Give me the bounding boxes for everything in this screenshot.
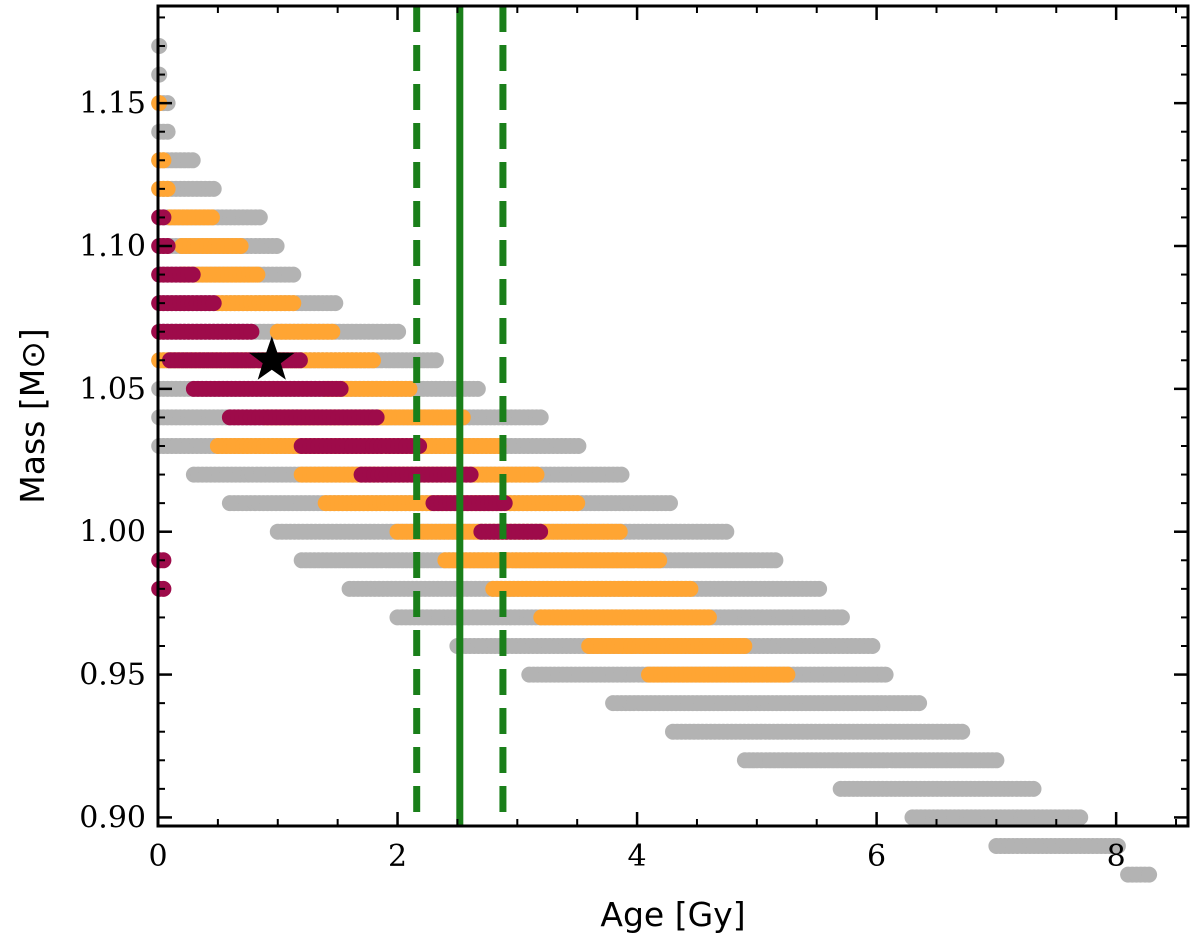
data-point bbox=[1025, 780, 1042, 797]
data-point bbox=[682, 580, 699, 597]
best-model-star bbox=[249, 336, 295, 380]
y-tick-label: 1.05 bbox=[79, 372, 146, 407]
data-point bbox=[611, 523, 628, 540]
data-point bbox=[205, 295, 222, 312]
scatter-points-layer bbox=[151, 38, 1158, 883]
data-point bbox=[532, 409, 549, 426]
data-point bbox=[833, 609, 850, 626]
data-point bbox=[528, 466, 545, 483]
data-point bbox=[1141, 866, 1158, 883]
data-point bbox=[1109, 838, 1126, 854]
data-point bbox=[401, 380, 418, 397]
y-tick-label: 1.00 bbox=[79, 515, 146, 550]
data-point bbox=[249, 266, 266, 283]
best-model-layer bbox=[249, 336, 295, 380]
data-point bbox=[462, 466, 479, 483]
data-point bbox=[184, 266, 201, 283]
y-tick-label: 1.10 bbox=[79, 229, 146, 264]
data-point bbox=[613, 466, 630, 483]
data-point bbox=[469, 380, 486, 397]
x-tick-label: 2 bbox=[388, 839, 407, 874]
y-tick-label: 1.15 bbox=[79, 86, 146, 121]
series-all-models bbox=[151, 38, 1158, 883]
data-point bbox=[291, 352, 308, 369]
data-point bbox=[988, 752, 1005, 769]
x-tick-labels: 0 2 4 6 8 bbox=[148, 839, 1125, 874]
data-point bbox=[327, 295, 344, 312]
data-point bbox=[203, 209, 220, 226]
data-point bbox=[324, 323, 341, 340]
axis-ticks bbox=[156, 6, 1188, 826]
data-point bbox=[427, 352, 444, 369]
data-point bbox=[285, 295, 302, 312]
data-point bbox=[232, 238, 249, 254]
x-tick-label: 0 bbox=[148, 839, 167, 874]
y-tick-labels: 0.90 0.95 1.00 1.05 1.10 1.15 bbox=[79, 86, 146, 835]
data-point bbox=[268, 238, 285, 254]
data-point bbox=[662, 495, 678, 512]
x-axis-title: Age [Gy] bbox=[600, 895, 745, 934]
data-point bbox=[700, 609, 717, 626]
data-point bbox=[243, 323, 260, 340]
data-point bbox=[569, 495, 586, 512]
data-point bbox=[285, 266, 302, 283]
data-point bbox=[736, 638, 753, 654]
x-tick-label: 8 bbox=[1107, 839, 1126, 874]
data-point bbox=[365, 352, 381, 369]
data-point bbox=[570, 438, 587, 454]
plot-frame bbox=[156, 4, 1190, 828]
data-point bbox=[779, 666, 796, 683]
data-point bbox=[205, 180, 222, 197]
y-tick-label: 0.95 bbox=[79, 658, 146, 693]
data-point bbox=[1072, 809, 1089, 826]
data-point bbox=[159, 180, 176, 197]
x-tick-label: 6 bbox=[867, 839, 886, 874]
data-point bbox=[954, 723, 971, 740]
data-point bbox=[911, 695, 928, 712]
data-point bbox=[877, 666, 894, 683]
data-point bbox=[864, 638, 881, 654]
data-point bbox=[811, 580, 828, 597]
data-point bbox=[251, 209, 268, 226]
data-point bbox=[332, 380, 349, 397]
data-point bbox=[767, 552, 784, 569]
y-axis-title: Mass [M⊙] bbox=[13, 328, 52, 503]
data-point bbox=[651, 552, 668, 569]
data-point bbox=[718, 523, 735, 540]
age-reference-lines bbox=[413, 6, 507, 826]
data-point bbox=[390, 323, 407, 340]
data-point bbox=[159, 123, 176, 140]
data-point bbox=[532, 523, 549, 540]
y-tick-label: 0.90 bbox=[79, 800, 146, 835]
data-point bbox=[184, 152, 201, 169]
data-point bbox=[368, 409, 385, 426]
x-tick-label: 4 bbox=[628, 839, 647, 874]
